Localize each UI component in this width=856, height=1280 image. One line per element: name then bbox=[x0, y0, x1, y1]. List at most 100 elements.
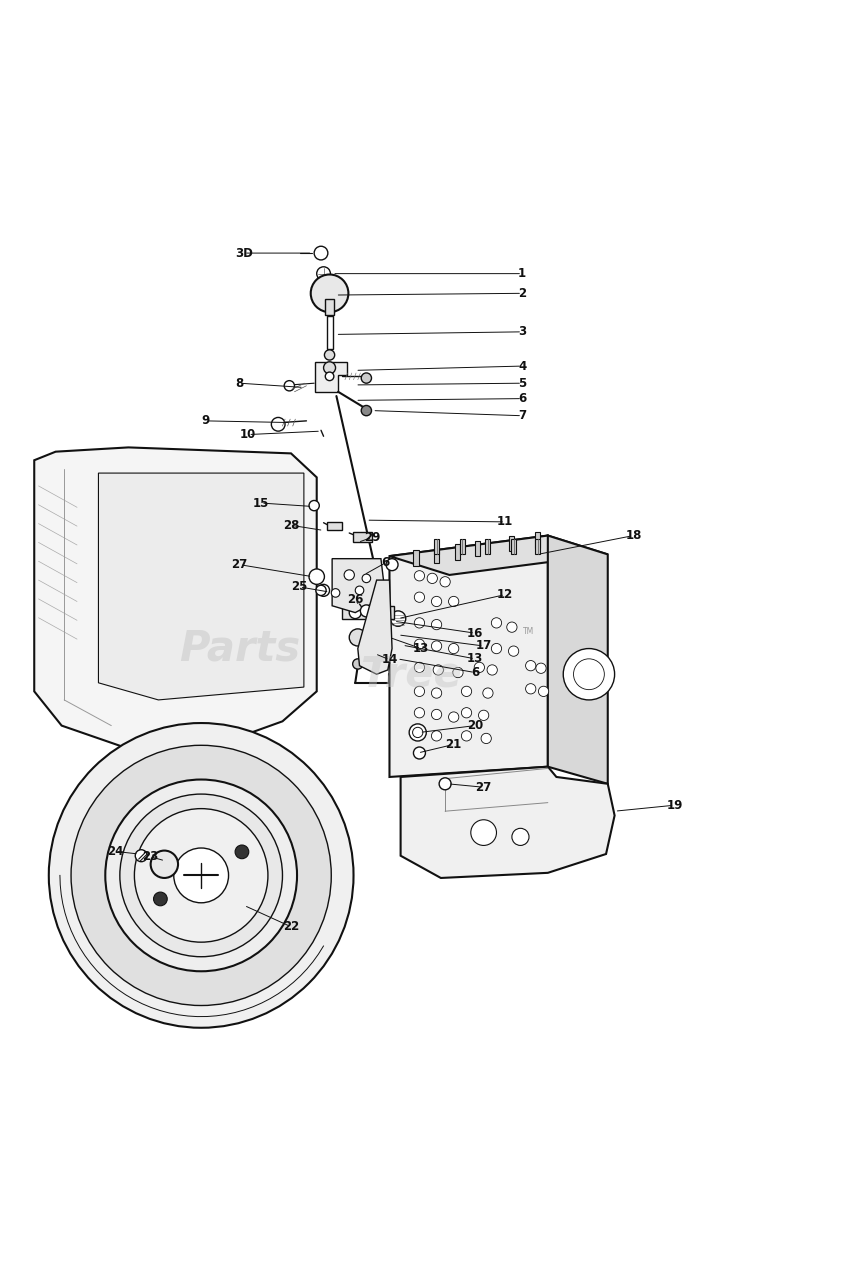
Circle shape bbox=[479, 710, 489, 721]
Circle shape bbox=[526, 660, 536, 671]
Circle shape bbox=[414, 639, 425, 649]
Polygon shape bbox=[342, 605, 394, 618]
Text: 4: 4 bbox=[518, 360, 526, 372]
Text: 20: 20 bbox=[467, 719, 483, 732]
Circle shape bbox=[120, 794, 282, 956]
Circle shape bbox=[491, 618, 502, 628]
Polygon shape bbox=[389, 535, 608, 575]
Polygon shape bbox=[98, 474, 304, 700]
Polygon shape bbox=[332, 558, 383, 613]
Circle shape bbox=[71, 745, 331, 1006]
Text: 25: 25 bbox=[291, 580, 308, 594]
Bar bbox=[327, 522, 342, 530]
Circle shape bbox=[461, 686, 472, 696]
Text: 6: 6 bbox=[518, 392, 526, 404]
Circle shape bbox=[414, 662, 425, 672]
Text: 5: 5 bbox=[518, 376, 526, 389]
Circle shape bbox=[563, 649, 615, 700]
Circle shape bbox=[431, 596, 442, 607]
Circle shape bbox=[574, 659, 604, 690]
Bar bbox=[325, 300, 334, 315]
Circle shape bbox=[377, 631, 389, 644]
Circle shape bbox=[431, 620, 442, 630]
Circle shape bbox=[414, 571, 425, 581]
Text: 13: 13 bbox=[467, 653, 483, 666]
Circle shape bbox=[439, 778, 451, 790]
Text: 7: 7 bbox=[518, 410, 526, 422]
Circle shape bbox=[349, 628, 366, 646]
Text: 26: 26 bbox=[347, 593, 364, 607]
Text: 29: 29 bbox=[364, 531, 381, 544]
Circle shape bbox=[324, 349, 335, 360]
Text: 6: 6 bbox=[381, 557, 389, 570]
Circle shape bbox=[353, 659, 363, 669]
Text: 3: 3 bbox=[518, 325, 526, 338]
Circle shape bbox=[538, 686, 549, 696]
Polygon shape bbox=[548, 535, 608, 783]
Circle shape bbox=[49, 723, 354, 1028]
Text: Tree: Tree bbox=[360, 653, 461, 695]
Circle shape bbox=[355, 586, 364, 595]
Circle shape bbox=[413, 748, 425, 759]
Text: 6: 6 bbox=[471, 666, 479, 678]
Text: 18: 18 bbox=[625, 529, 642, 541]
Circle shape bbox=[431, 731, 442, 741]
Text: 11: 11 bbox=[497, 516, 513, 529]
Text: 10: 10 bbox=[241, 428, 256, 442]
Circle shape bbox=[526, 684, 536, 694]
Circle shape bbox=[414, 618, 425, 628]
Bar bbox=[327, 316, 333, 349]
Text: 19: 19 bbox=[666, 799, 683, 812]
Text: 3D: 3D bbox=[235, 247, 253, 260]
Bar bbox=[434, 548, 439, 563]
Circle shape bbox=[409, 724, 426, 741]
Text: 16: 16 bbox=[467, 627, 484, 640]
Polygon shape bbox=[34, 448, 317, 749]
Circle shape bbox=[481, 733, 491, 744]
Circle shape bbox=[427, 573, 437, 584]
Circle shape bbox=[105, 780, 297, 972]
Circle shape bbox=[431, 641, 442, 652]
Circle shape bbox=[362, 575, 371, 582]
Circle shape bbox=[324, 362, 336, 374]
Text: 27: 27 bbox=[232, 558, 247, 571]
Circle shape bbox=[375, 607, 387, 618]
Circle shape bbox=[235, 845, 249, 859]
Text: TM: TM bbox=[523, 627, 535, 636]
Bar bbox=[455, 544, 460, 559]
Polygon shape bbox=[315, 362, 347, 392]
Text: 1: 1 bbox=[518, 268, 526, 280]
Circle shape bbox=[453, 667, 463, 677]
Circle shape bbox=[309, 568, 324, 585]
Text: 27: 27 bbox=[476, 781, 491, 794]
Circle shape bbox=[360, 605, 372, 617]
Text: 2: 2 bbox=[518, 287, 526, 300]
Text: 15: 15 bbox=[253, 497, 270, 509]
Text: 8: 8 bbox=[235, 376, 244, 389]
Bar bbox=[511, 539, 516, 554]
Circle shape bbox=[174, 849, 229, 902]
Circle shape bbox=[390, 611, 406, 626]
Text: 14: 14 bbox=[381, 653, 398, 666]
Text: 21: 21 bbox=[446, 739, 461, 751]
Circle shape bbox=[433, 664, 443, 675]
Text: 28: 28 bbox=[282, 518, 300, 531]
Circle shape bbox=[361, 406, 372, 416]
Circle shape bbox=[311, 274, 348, 312]
Circle shape bbox=[512, 828, 529, 846]
Circle shape bbox=[325, 372, 334, 380]
Circle shape bbox=[449, 644, 459, 654]
Circle shape bbox=[471, 819, 496, 845]
Text: 22: 22 bbox=[283, 920, 299, 933]
Circle shape bbox=[386, 558, 398, 571]
Text: 24: 24 bbox=[107, 845, 124, 858]
Circle shape bbox=[316, 585, 326, 595]
Bar bbox=[413, 550, 419, 566]
Bar bbox=[485, 539, 490, 554]
Polygon shape bbox=[358, 580, 392, 675]
Circle shape bbox=[449, 596, 459, 607]
Bar bbox=[475, 540, 480, 556]
Text: Parts: Parts bbox=[179, 627, 300, 669]
Bar bbox=[535, 539, 540, 554]
Circle shape bbox=[271, 417, 285, 431]
